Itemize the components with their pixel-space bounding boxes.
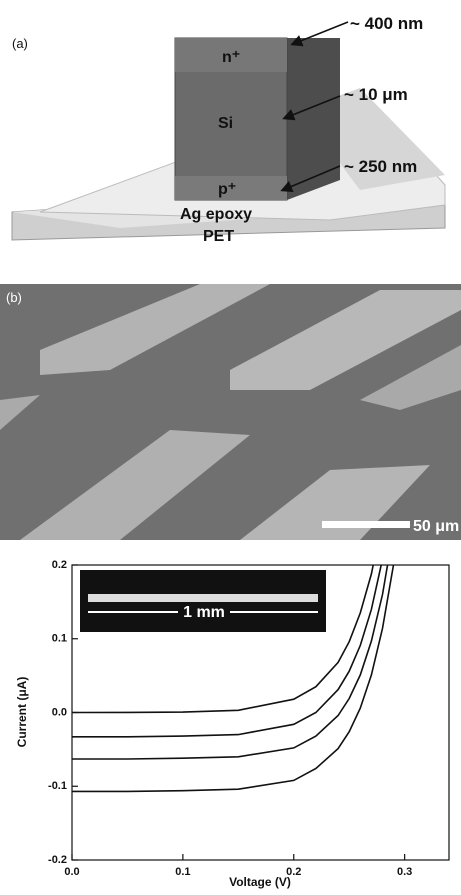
x-axis-title: Voltage (V) <box>229 875 291 889</box>
y-tick-label: -0.2 <box>48 854 67 866</box>
layer-label: n⁺ <box>222 49 240 66</box>
panel-a: (a) n⁺ Si p⁺ Ag epoxy PET ~ 400 nm ~ 10 … <box>12 14 445 245</box>
iv-curve <box>72 530 394 759</box>
scale-bar <box>322 521 410 528</box>
panel-label: (b) <box>6 290 22 305</box>
panel-label: (a) <box>12 36 28 51</box>
annotation: ~ 10 μm <box>344 85 408 104</box>
annotation: ~ 250 nm <box>344 157 417 176</box>
inset-wire <box>88 594 318 602</box>
y-axis-title: Current (μA) <box>15 677 29 748</box>
panel-b: (b) 50 μm <box>0 284 461 540</box>
layer-label: p⁺ <box>218 181 236 198</box>
y-tick-label: 0.1 <box>52 633 67 645</box>
layer-label: Ag epoxy <box>180 206 252 223</box>
inset-scale-label: 1 mm <box>183 604 225 621</box>
scale-bar-label: 50 μm <box>413 518 459 535</box>
x-tick-label: 0.1 <box>175 866 190 878</box>
x-tick-label: 0.2 <box>286 866 301 878</box>
figure: (a) n⁺ Si p⁺ Ag epoxy PET ~ 400 nm ~ 10 … <box>0 0 461 890</box>
y-tick-label: 0.2 <box>52 559 67 571</box>
y-tick-label: -0.1 <box>48 780 67 792</box>
pillar-side <box>287 38 340 200</box>
x-tick-label: 0.0 <box>64 866 79 878</box>
layer-label: Si <box>218 115 233 132</box>
layer-label: PET <box>203 228 234 245</box>
y-tick-label: 0.0 <box>52 706 67 718</box>
x-tick-label: 0.3 <box>397 866 412 878</box>
annotation: ~ 400 nm <box>350 14 423 33</box>
